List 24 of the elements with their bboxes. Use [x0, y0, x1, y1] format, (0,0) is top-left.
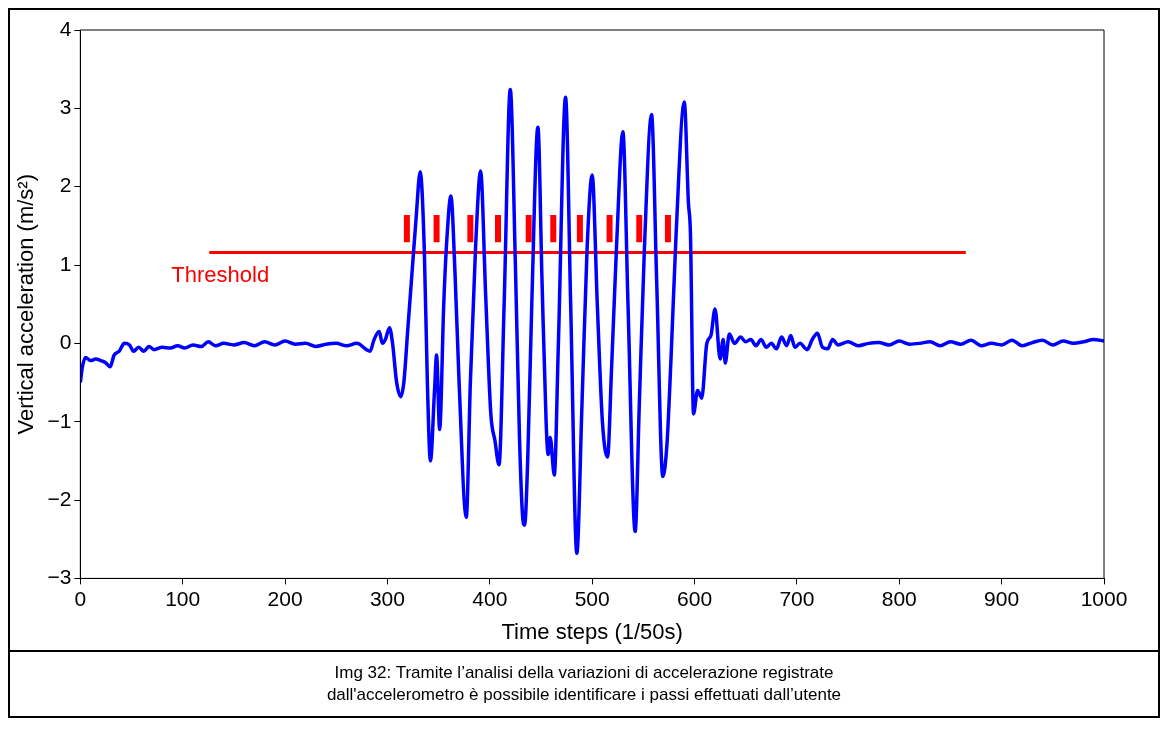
x-tick-label: 800 [881, 586, 917, 610]
x-axis-title: Time steps (1/50s) [501, 618, 683, 644]
y-tick-label: 1 [59, 251, 72, 275]
y-tick-label: 4 [59, 16, 72, 40]
line-series [80, 87, 1104, 556]
x-tick-label: 400 [472, 586, 508, 610]
y-axis-title: Vertical acceleration (m/s²) [13, 173, 39, 435]
x-tick-label: 300 [369, 586, 405, 610]
x-tick-label: 900 [984, 586, 1020, 610]
x-tick-label: 100 [165, 586, 201, 610]
x-tick-label: 600 [677, 586, 713, 610]
y-tick-label: −3 [47, 565, 72, 589]
y-tick-label: −2 [47, 486, 72, 510]
text: Img 32: Tramite l’analisi della variazioni di accelerazione registrate dall'accelerometro è possibile identificare i passi effettuati dall’utente [10, 650, 1158, 716]
x-tick-label: 200 [267, 586, 303, 610]
y-tick-label: 0 [59, 330, 72, 354]
x-tick-label: 700 [779, 586, 815, 610]
x-tick-label: 1000 [1080, 586, 1128, 610]
y-tick-label: 2 [59, 173, 72, 197]
series-label: Threshold [171, 261, 270, 287]
x-tick-label: 500 [574, 586, 610, 610]
y-tick-label: −1 [47, 408, 72, 432]
y-tick-label: 3 [59, 95, 72, 119]
x-tick-label: 0 [74, 586, 87, 610]
